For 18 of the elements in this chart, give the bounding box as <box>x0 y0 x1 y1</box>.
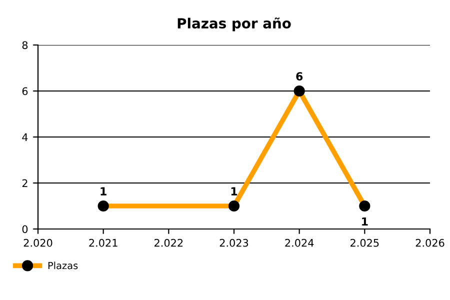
legend-label: Plazas <box>48 262 78 270</box>
data-label: 1 <box>231 187 238 196</box>
data-label: 6 <box>296 72 303 81</box>
x-tick-label: 2.025 <box>350 238 379 247</box>
x-tick-label: 2.026 <box>416 238 444 247</box>
y-tick-label: 0 <box>22 225 28 234</box>
chart-title: Plazas por año <box>178 18 291 32</box>
y-tick-label: 2 <box>22 179 28 187</box>
y-tick-label: 8 <box>22 41 28 50</box>
data-label: 1 <box>362 217 368 226</box>
data-label: 1 <box>100 187 106 196</box>
y-tick-label: 6 <box>22 87 28 96</box>
x-tick-label: 2.023 <box>220 238 248 247</box>
x-tick-label: 2.021 <box>89 238 118 247</box>
x-tick-label: 2.020 <box>24 238 52 247</box>
y-tick-label: 4 <box>22 133 28 141</box>
x-tick-label: 2.022 <box>154 238 183 247</box>
x-tick-label: 2.024 <box>285 238 314 247</box>
